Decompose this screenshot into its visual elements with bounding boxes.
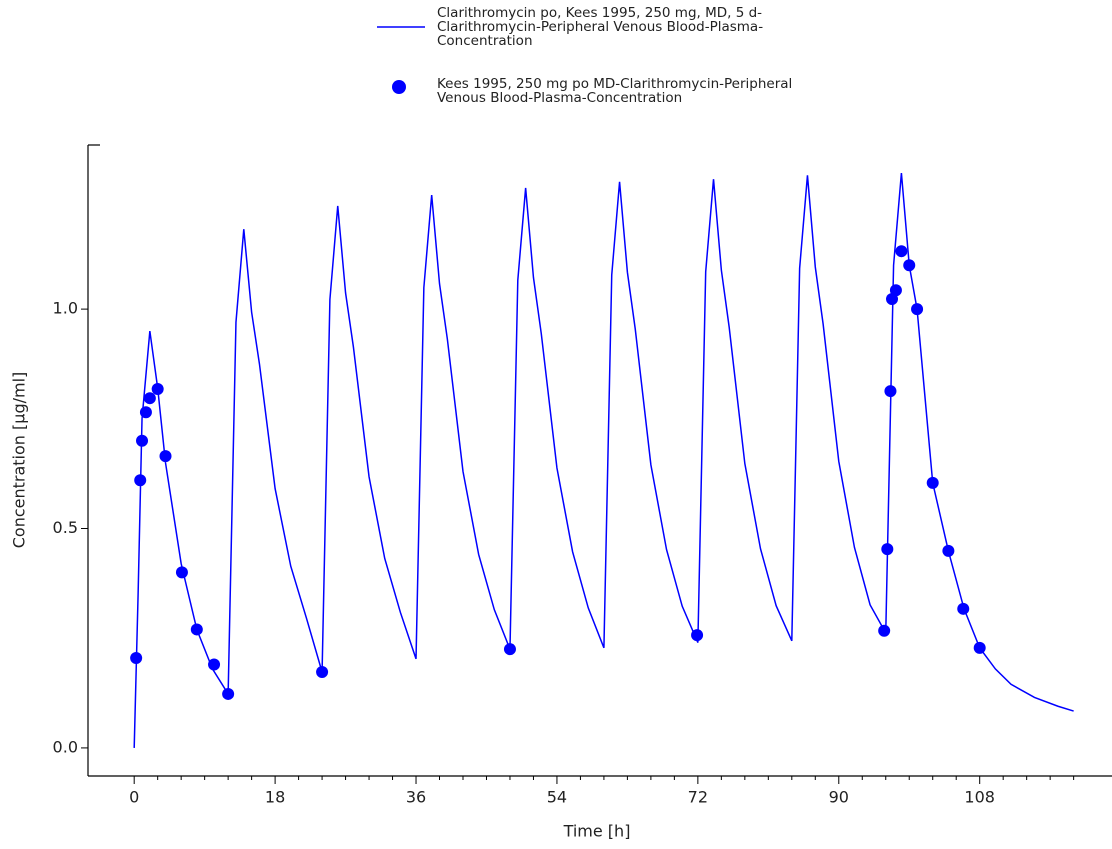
data-point [878,624,891,637]
data-point [903,259,916,272]
data-point [973,641,986,654]
data-point [143,392,156,405]
legend-entry: Kees 1995, 250 mg po MD-Clarithromycin-P… [437,76,793,106]
data-point [222,687,235,700]
y-tick-label: 0.5 [53,518,78,537]
data-point [208,658,221,671]
data-point [316,666,329,679]
data-point [190,623,203,636]
x-tick-label: 54 [547,788,567,807]
data-point [881,543,894,556]
data-point [926,476,939,489]
data-point [175,566,188,579]
data-point [139,406,152,419]
legend-entry: Clarithromycin po, Kees 1995, 250 mg, MD… [437,5,764,49]
data-point [691,629,704,642]
x-tick-label: 72 [688,788,708,807]
data-point [136,434,149,447]
data-point [895,245,908,258]
x-tick-label: 108 [964,788,995,807]
legend-marker-swatch [392,80,406,94]
y-axis-label: Concentration [µg/ml] [10,372,29,549]
data-point [957,602,970,615]
data-point [884,385,897,398]
x-tick-label: 90 [829,788,849,807]
data-point [889,284,902,297]
y-tick-label: 0.0 [53,737,78,756]
data-point [130,651,143,664]
data-point [134,474,147,487]
y-tick-label: 1.0 [53,299,78,318]
data-point [911,303,924,316]
x-axis-label: Time [h] [563,822,631,841]
x-tick-label: 0 [129,788,139,807]
x-tick-label: 18 [265,788,285,807]
data-point [503,643,516,656]
data-point [942,544,955,557]
x-tick-label: 36 [406,788,426,807]
line-series [133,173,1074,748]
data-point [151,382,164,395]
data-point [159,450,172,463]
